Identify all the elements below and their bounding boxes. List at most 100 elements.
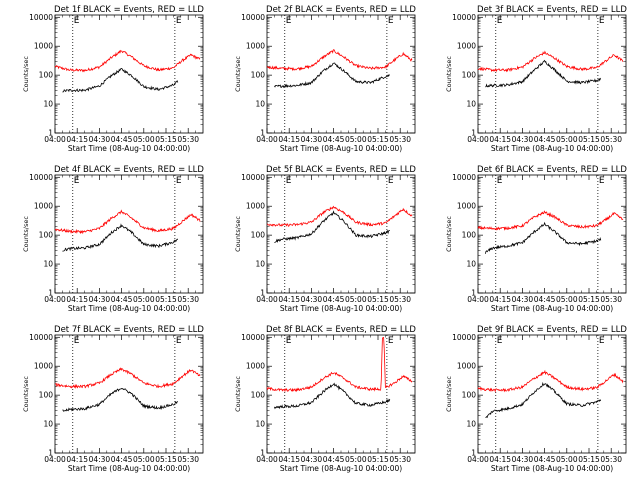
y-tick-label: 1000	[457, 42, 476, 51]
y-tick-label: 10	[255, 260, 265, 269]
y-tick-label: 1000	[246, 362, 265, 371]
y-tick-label: 1	[260, 449, 265, 458]
x-tick-label: 04:00	[44, 135, 66, 144]
y-axis-label: Counts/sec	[445, 376, 453, 412]
x-tick-label: 04:15	[66, 135, 88, 144]
y-axis-label: Counts/sec	[22, 56, 30, 92]
chart-title: Det 4f BLACK = Events, RED = LLD	[54, 165, 204, 175]
x-axis-label: Start Time (08-Aug-10 04:00:00)	[280, 304, 402, 313]
y-tick-label: 1	[48, 449, 53, 458]
x-tick-label: 05:30	[600, 455, 622, 464]
time-marker-label: E	[176, 16, 182, 26]
time-marker-label: E	[286, 16, 292, 26]
y-tick-label: 1	[260, 289, 265, 298]
series-line-red-lld	[477, 210, 624, 231]
y-tick-label: 100	[462, 71, 477, 80]
y-tick-label: 10000	[29, 173, 53, 182]
y-tick-label: 1000	[34, 362, 53, 371]
x-axis-label: Start Time (08-Aug-10 04:00:00)	[280, 144, 402, 153]
y-tick-label: 100	[462, 231, 477, 240]
x-tick-label: 04:45	[323, 135, 345, 144]
series-line-red-lld	[266, 49, 413, 72]
x-tick-label: 04:45	[534, 135, 556, 144]
y-tick-label: 100	[251, 71, 266, 80]
x-axis-label: Start Time (08-Aug-10 04:00:00)	[491, 304, 613, 313]
plot-frame	[477, 334, 627, 454]
chart-panel: Det 3f BLACK = Events, RED = LLD 1 10 100 10…	[445, 5, 627, 153]
y-tick-label: 100	[251, 231, 266, 240]
time-marker-label: E	[286, 336, 292, 346]
plot-frame	[266, 14, 416, 134]
x-tick-label: 04:00	[44, 455, 66, 464]
series-line-red-lld	[54, 367, 201, 390]
y-axis-label: Counts/sec	[22, 216, 30, 252]
chart-title: Det 6f BLACK = Events, RED = LLD	[477, 165, 627, 175]
x-tick-label: 04:45	[323, 455, 345, 464]
x-tick-label: 05:00	[133, 135, 155, 144]
y-tick-label: 10	[255, 420, 265, 429]
series-line-black-events	[485, 221, 602, 254]
x-tick-label: 05:30	[600, 135, 622, 144]
time-marker-label: E	[176, 336, 182, 346]
x-tick-label: 05:15	[578, 135, 600, 144]
x-tick-label: 04:30	[301, 455, 323, 464]
x-tick-label: 04:45	[111, 455, 133, 464]
time-marker-label: E	[176, 176, 182, 186]
series-line-red-lld	[54, 209, 201, 235]
series-line-black-events	[62, 67, 179, 93]
chart-panel: Det 1f BLACK = Events, RED = LLD 1 10 100 10…	[22, 5, 204, 153]
x-tick-label: 04:15	[278, 135, 300, 144]
x-tick-label: 04:30	[89, 455, 111, 464]
x-tick-label: 05:30	[389, 295, 411, 304]
x-tick-label: 05:15	[155, 455, 177, 464]
chart-panel: Det 5f BLACK = Events, RED = LLD 1 10 100 10…	[234, 165, 416, 313]
series-line-black-events	[274, 210, 390, 244]
y-tick-label: 10	[466, 420, 476, 429]
x-tick-label: 05:30	[177, 295, 199, 304]
x-tick-label: 05:15	[155, 295, 177, 304]
plot-frame	[477, 14, 627, 134]
y-tick-label: 1	[48, 289, 53, 298]
chart-panel: Det 8f BLACK = Events, RED = LLD 1 10 100 10…	[234, 325, 416, 473]
x-tick-label: 04:00	[256, 295, 278, 304]
series-line-red-lld	[477, 50, 624, 73]
x-tick-label: 04:00	[256, 135, 278, 144]
time-marker-label: E	[286, 176, 292, 186]
time-marker-label: E	[388, 16, 394, 26]
x-tick-label: 04:30	[512, 295, 534, 304]
chart-panel: Det 6f BLACK = Events, RED = LLD 1 10 100 10…	[445, 165, 627, 313]
series-line-black-events	[62, 387, 178, 412]
chart-title: Det 5f BLACK = Events, RED = LLD	[266, 165, 416, 175]
series-line-red-lld	[477, 369, 624, 393]
y-tick-label: 10000	[29, 333, 53, 342]
y-tick-label: 1	[48, 129, 53, 138]
chart-title: Det 3f BLACK = Events, RED = LLD	[477, 5, 627, 15]
series-line-red-lld	[266, 337, 413, 393]
y-axis-label: Counts/sec	[234, 56, 242, 92]
x-tick-label: 04:15	[278, 455, 300, 464]
y-axis-label: Counts/sec	[22, 376, 30, 412]
chart-title: Det 2f BLACK = Events, RED = LLD	[266, 5, 416, 15]
time-marker-label: E	[388, 176, 394, 186]
x-tick-label: 05:30	[600, 295, 622, 304]
chart-panel: Det 9f BLACK = Events, RED = LLD 1 10 100 10…	[445, 325, 627, 473]
x-tick-label: 05:00	[345, 455, 367, 464]
x-tick-label: 04:15	[66, 455, 88, 464]
series-line-black-events	[62, 223, 179, 252]
y-tick-label: 1	[260, 129, 265, 138]
chart-panel: Det 4f BLACK = Events, RED = LLD 1 10 100 10…	[22, 165, 204, 313]
series-line-black-events	[485, 59, 602, 88]
y-axis-label: Counts/sec	[234, 376, 242, 412]
x-tick-label: 04:45	[534, 455, 556, 464]
y-tick-label: 1	[471, 449, 476, 458]
x-axis-label: Start Time (08-Aug-10 04:00:00)	[68, 304, 190, 313]
y-tick-label: 10	[466, 100, 476, 109]
x-tick-label: 04:00	[467, 135, 489, 144]
x-axis-label: Start Time (08-Aug-10 04:00:00)	[491, 464, 613, 473]
plot-frame	[266, 174, 416, 294]
y-tick-label: 10000	[452, 333, 476, 342]
time-marker-label: E	[497, 176, 503, 186]
y-tick-label: 100	[39, 391, 54, 400]
x-tick-label: 05:30	[389, 455, 411, 464]
y-tick-label: 100	[39, 231, 54, 240]
